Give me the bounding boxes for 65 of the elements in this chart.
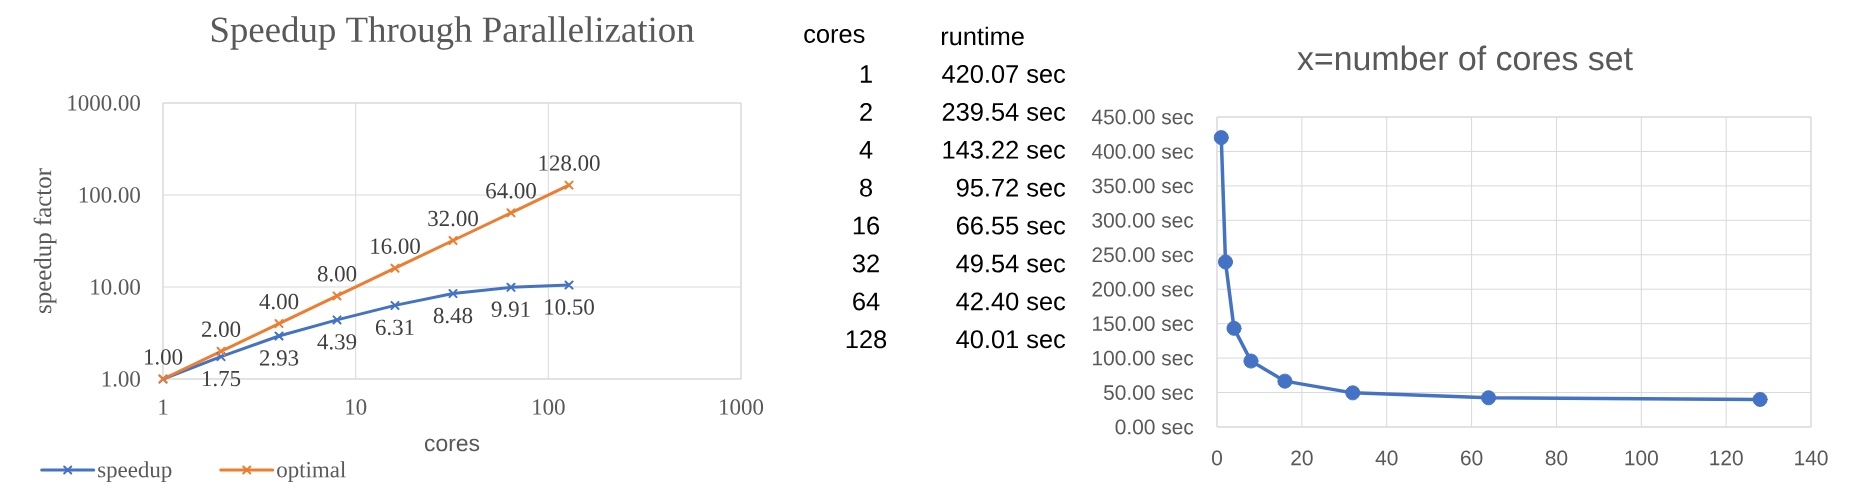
data-label: 16.00 <box>371 238 420 254</box>
text: 143.22 sec <box>943 140 1066 159</box>
text: 239.54 sec <box>942 102 1066 121</box>
data-label: 4.00 <box>259 293 299 310</box>
y-tick-label: 350.00 sec <box>1092 178 1194 194</box>
text: 64 <box>853 292 880 311</box>
y-tick-label: 0.00 sec <box>1115 419 1194 435</box>
x-tick-label: 80 <box>1545 450 1568 466</box>
y-tick-label: 10.00 <box>91 279 140 295</box>
data-label: 64.00 <box>486 183 536 199</box>
y-tick-label: 250.00 sec <box>1092 247 1194 263</box>
y-axis-title: speedup factor <box>33 168 57 313</box>
y-tick-label: 400.00 sec <box>1091 144 1194 159</box>
y-tick-label: 450.00 sec <box>1091 109 1194 125</box>
y-tick-label: 300.00 sec <box>1092 212 1194 228</box>
legend-label: speedup <box>98 461 172 483</box>
y-tick-label: 100.00 sec <box>1093 350 1194 366</box>
data-label: 9.91 <box>491 301 530 318</box>
text: 32 <box>852 254 879 273</box>
x-tick-label: 10 <box>346 399 367 415</box>
y-tick-label: 50.00 sec <box>1103 385 1194 400</box>
data-label: 128.00 <box>539 155 600 171</box>
text: 1 <box>860 65 872 83</box>
x-tick-label: 100 <box>533 399 565 415</box>
chart-title: x=number of cores set <box>1297 45 1633 71</box>
text: 66.55 sec <box>956 216 1066 235</box>
data-label: 4.39 <box>317 334 357 350</box>
data-label: 8.00 <box>317 266 357 282</box>
x-tick-label: 1000 <box>720 399 764 415</box>
y-tick-label: 1000.00 <box>68 95 140 111</box>
y-tick-label: 100.00 <box>79 187 140 203</box>
x-tick-label: 40 <box>1375 450 1398 466</box>
data-label: 2.93 <box>259 350 299 366</box>
data-label: 32.00 <box>428 210 478 227</box>
text: 95.72 sec <box>956 178 1066 197</box>
text: 2 <box>860 103 872 121</box>
x-tick-label: 20 <box>1291 450 1313 466</box>
data-label: 6.31 <box>375 319 414 336</box>
x-tick-label: 1 <box>159 399 168 415</box>
x-tick-label: 120 <box>1710 450 1743 466</box>
y-tick-label: 200.00 sec <box>1092 281 1194 297</box>
data-label: 10.50 <box>545 299 594 315</box>
x-tick-label: 0 <box>1212 450 1223 466</box>
x-tick-label: 140 <box>1795 450 1828 466</box>
data-label: 8.48 <box>433 307 473 324</box>
text: 8 <box>860 178 872 197</box>
y-tick-label: 1.00 <box>102 371 140 387</box>
text: 16 <box>853 216 880 235</box>
text: 420.07 sec <box>942 64 1066 83</box>
data-label: 1.00 <box>144 349 183 365</box>
chart-title: Speedup Through Parallelization <box>211 16 695 50</box>
text: 128 <box>846 330 887 349</box>
text: 40.01 sec <box>956 330 1066 349</box>
text: 4 <box>859 141 873 159</box>
x-tick-label: 100 <box>1625 450 1658 466</box>
legend-label: optimal <box>277 461 346 483</box>
y-tick-label: 150.00 sec <box>1093 316 1194 332</box>
text: 42.40 sec <box>956 292 1066 311</box>
data-label: 2.00 <box>201 321 241 338</box>
text: runtime <box>941 26 1024 46</box>
x-axis-title: cores <box>424 438 480 452</box>
text: cores <box>804 29 865 43</box>
text: 49.54 sec <box>956 254 1066 273</box>
x-tick-label: 60 <box>1461 450 1483 466</box>
data-label: 1.75 <box>202 370 241 387</box>
